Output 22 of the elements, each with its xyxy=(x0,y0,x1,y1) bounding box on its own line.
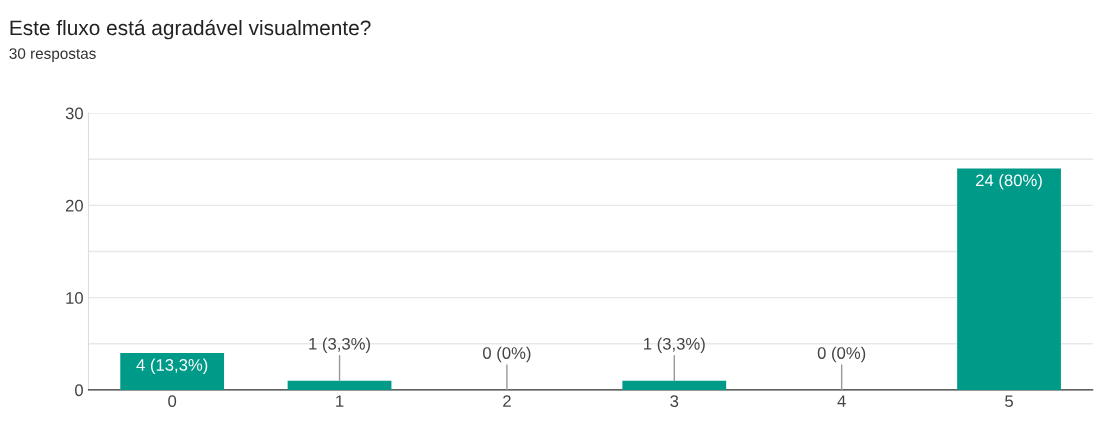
x-tick-label: 0 xyxy=(168,395,177,408)
bar xyxy=(957,168,1061,390)
y-tick-label: 20 xyxy=(65,199,83,212)
data-label: 1 (3,3%) xyxy=(309,337,370,354)
y-tick-label: 10 xyxy=(66,292,83,304)
data-label: 24 (80%) xyxy=(976,174,1042,190)
data-label: 0 (0%) xyxy=(483,346,531,363)
x-tick-label: 3 xyxy=(670,395,679,408)
x-tick-label: 1 xyxy=(336,395,344,407)
bar xyxy=(120,353,225,390)
data-label: 1 (3,3%) xyxy=(644,337,705,354)
data-label: 0 (0%) xyxy=(817,346,866,363)
y-tick-label: 30 xyxy=(65,107,83,120)
x-tick-label: 4 xyxy=(837,395,846,407)
x-tick-label: 5 xyxy=(1005,395,1013,408)
bar xyxy=(287,380,392,390)
chart-title: Este fluxo está agradável visualmente? xyxy=(10,19,371,40)
chart-subtitle: 30 respostas xyxy=(9,48,96,62)
y-tick-label: 0 xyxy=(75,384,83,397)
bar xyxy=(622,380,727,390)
x-tick-label: 2 xyxy=(503,395,511,407)
data-label: 4 (13,3%) xyxy=(136,358,208,375)
